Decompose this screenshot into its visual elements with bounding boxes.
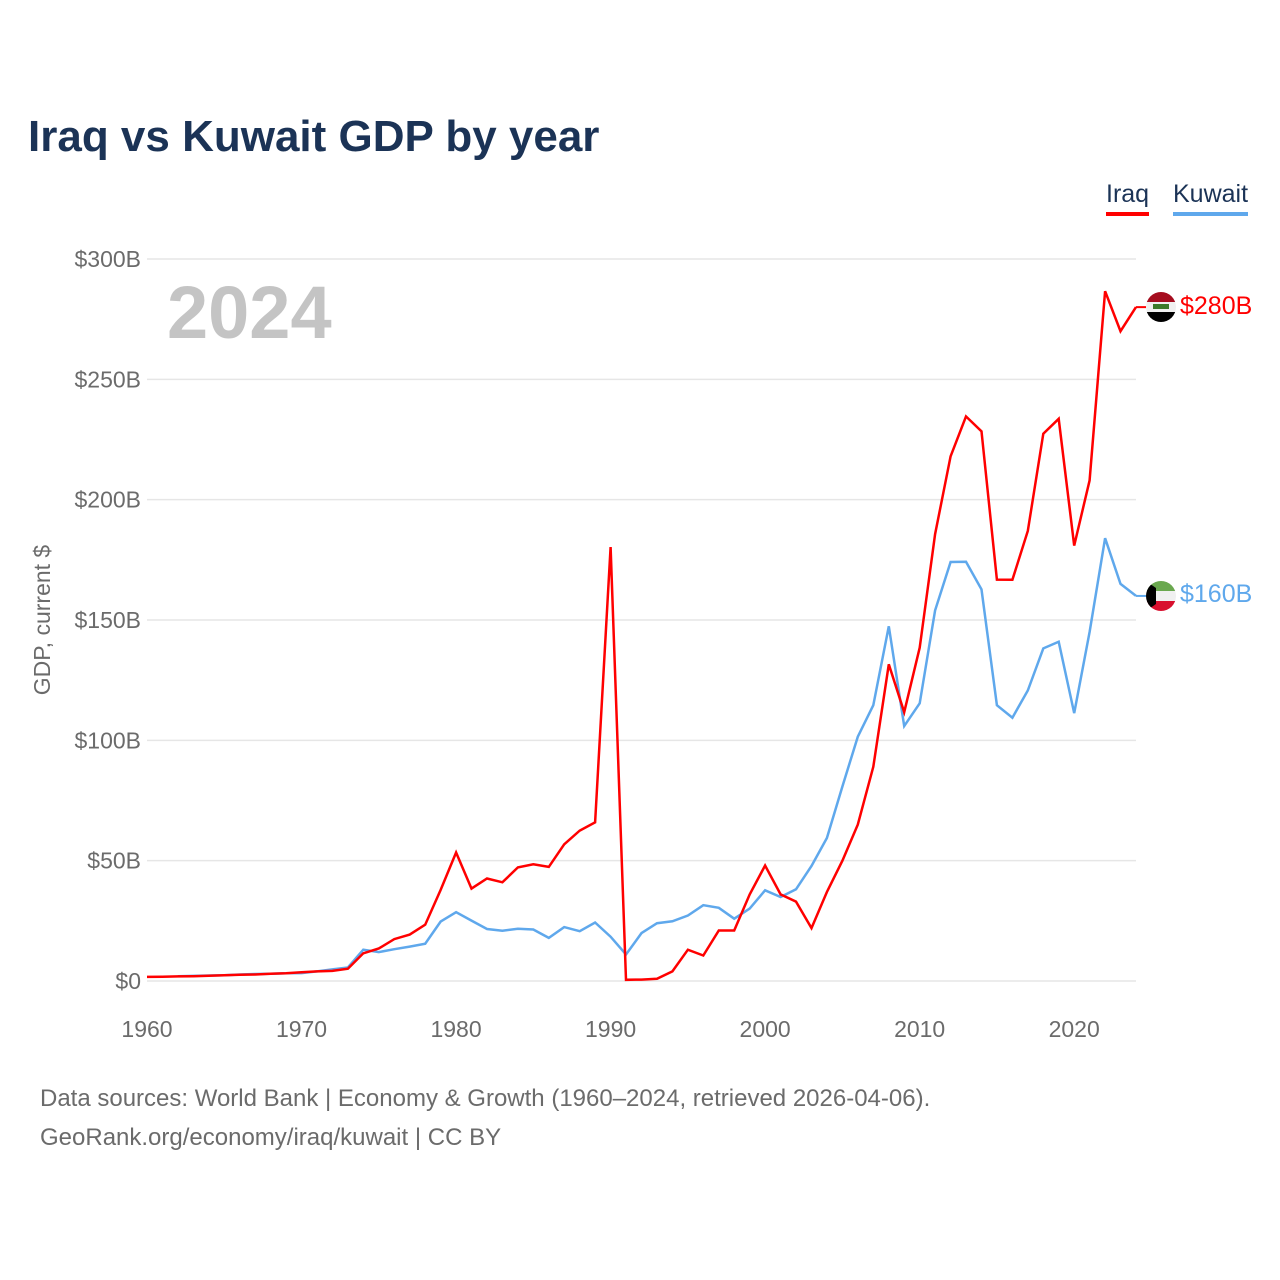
y-tick-label: $250B [74, 366, 141, 392]
x-tick-label: 2020 [1049, 1016, 1100, 1042]
y-tick-label: $300B [74, 246, 141, 272]
kuwait-flag-icon [1146, 581, 1176, 611]
x-tick-label: 1990 [585, 1016, 636, 1042]
y-tick-label: $50B [87, 848, 141, 874]
iraq-series-line [146, 290, 1138, 982]
y-tick-label: $150B [74, 607, 141, 633]
y-tick-label: $0 [115, 968, 141, 994]
kuwait-series-line [177, 537, 1137, 978]
iraq-flag-icon [1146, 292, 1176, 322]
footer-sources: Data sources: World Bank | Economy & Gro… [40, 1085, 931, 1112]
y-tick-label: $100B [74, 727, 141, 753]
x-tick-label: 1970 [276, 1016, 327, 1042]
footer-attribution[interactable]: GeoRank.org/economy/iraq/kuwait | CC BY [40, 1124, 502, 1151]
legend-item-kuwait[interactable]: Kuwait [1173, 180, 1249, 216]
y-tick-label: $200B [74, 487, 141, 513]
x-tick-label: 2000 [740, 1016, 791, 1042]
y-axis-label: GDP, current $ [29, 545, 55, 696]
year-watermark: 2024 [167, 271, 332, 354]
x-tick-label: 2010 [894, 1016, 945, 1042]
x-tick-label: 1980 [430, 1016, 481, 1042]
kuwait-end-label: $160B [1180, 580, 1252, 608]
legend-item-iraq[interactable]: Iraq [1106, 180, 1150, 216]
iraq-end-label: $280B [1180, 292, 1252, 320]
chart-title: Iraq vs Kuwait GDP by year [28, 112, 600, 161]
x-tick-label: 1960 [121, 1016, 172, 1042]
